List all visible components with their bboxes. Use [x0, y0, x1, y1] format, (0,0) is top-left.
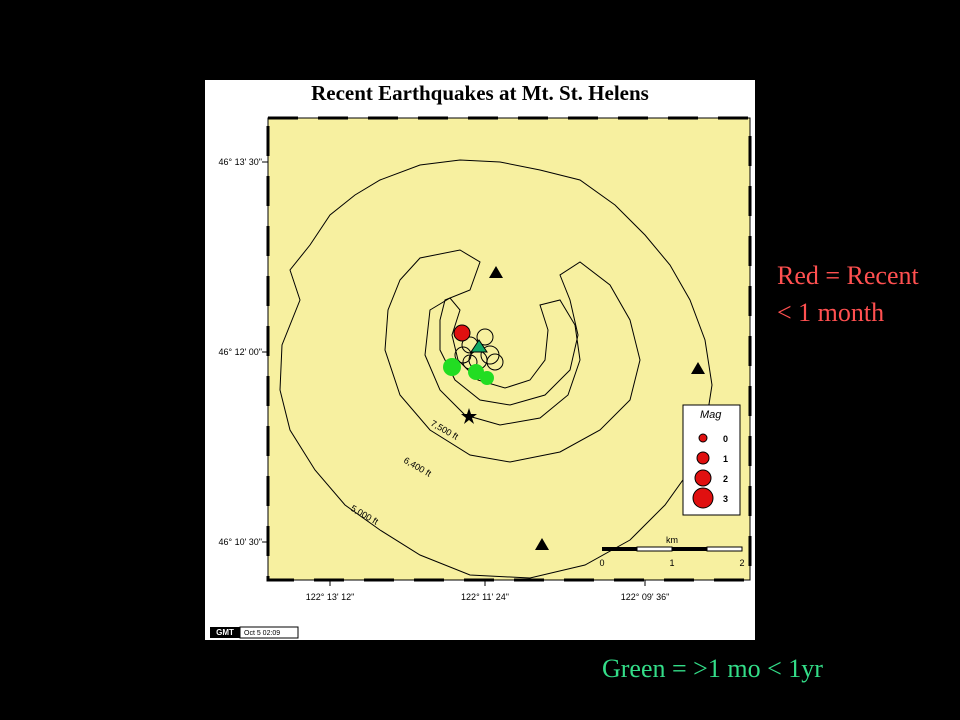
stamp-box	[239, 626, 299, 639]
stamp-date: Oct 5 02:09	[244, 630, 280, 637]
vent-star	[461, 408, 477, 424]
contour-7500	[424, 297, 581, 426]
legend-label: 0	[723, 434, 728, 444]
lat-label: 46° 10' 30"	[218, 537, 262, 547]
scale-label: 0	[599, 558, 604, 568]
stamp-logo-box	[210, 627, 240, 638]
legend-label: 2	[723, 474, 728, 484]
scale-bar	[706, 546, 743, 552]
legend-symbol	[692, 487, 714, 509]
recent-quake	[453, 324, 471, 342]
lon-label: 122° 09' 36"	[621, 592, 670, 602]
caption-green: Green = >1 mo < 1yr	[602, 654, 823, 683]
caption-red: < 1 month	[777, 298, 884, 327]
scale-label: 1	[669, 558, 674, 568]
lat-label: 46° 13' 30"	[218, 157, 262, 167]
green-quake	[468, 364, 484, 380]
stamp-logo: GMT	[216, 628, 234, 637]
legend-entries: 0 1 2 3	[692, 433, 728, 509]
station	[535, 538, 549, 550]
map-title: Recent Earthquakes at Mt. St. Helens	[311, 81, 649, 105]
legend-title: Mag	[700, 409, 722, 421]
scale-bar	[602, 547, 637, 551]
legend-symbol	[694, 469, 712, 487]
scale-label: 2	[739, 558, 744, 568]
lon-label: 122° 13' 12"	[306, 592, 355, 602]
scale-ticks: 0 1 2	[599, 558, 744, 568]
legend-symbol	[698, 433, 708, 443]
caption-red: Red = Recent	[777, 261, 920, 290]
green-quake	[480, 371, 494, 385]
map-area	[267, 117, 751, 581]
lat-label: 46° 12' 00"	[218, 347, 262, 357]
station	[489, 266, 503, 278]
axes-labels: 46° 13' 30" 46° 12' 00" 46° 10' 30" 122° 13…	[218, 157, 669, 602]
legend-symbol	[696, 451, 710, 465]
green-quake	[443, 358, 461, 376]
scale-bar	[672, 547, 707, 551]
station	[691, 362, 705, 374]
lon-label: 122° 11' 24"	[461, 592, 509, 602]
station	[470, 339, 488, 353]
legend-label: 1	[723, 454, 728, 464]
contour-5000	[279, 159, 713, 579]
scale-unit: km	[666, 535, 678, 545]
scale-bar	[636, 546, 673, 552]
map-frame	[266, 116, 752, 582]
legend-label: 3	[723, 494, 728, 504]
